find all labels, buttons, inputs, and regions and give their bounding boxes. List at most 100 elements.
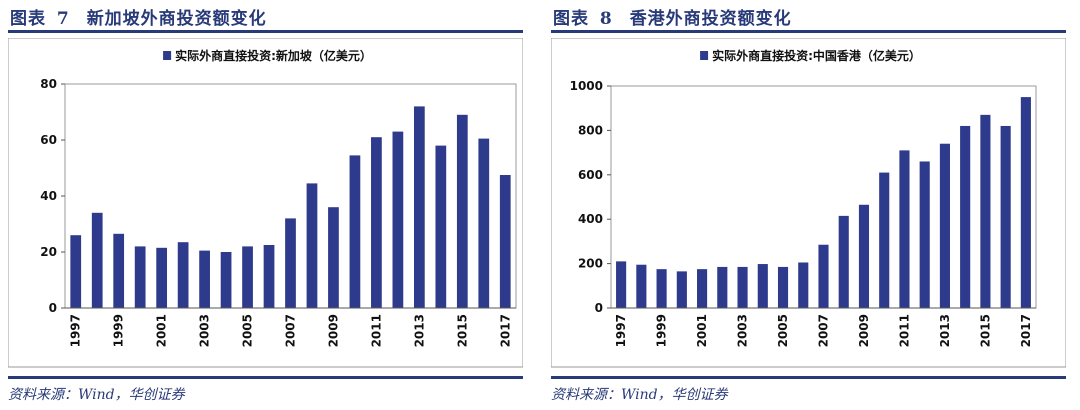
x-tick-label: 1997 bbox=[69, 314, 83, 347]
x-tick-label: 2011 bbox=[369, 314, 383, 347]
figure-number: 8 bbox=[599, 9, 613, 29]
bar bbox=[656, 269, 667, 308]
bar bbox=[980, 114, 991, 308]
x-tick-label: 2001 bbox=[695, 314, 709, 347]
bar bbox=[777, 266, 789, 308]
y-tick-label: 600 bbox=[578, 168, 603, 182]
bar bbox=[91, 212, 103, 308]
x-tick-label: 1999 bbox=[655, 314, 669, 347]
bar bbox=[899, 150, 910, 308]
x-tick-label: 2017 bbox=[1019, 314, 1033, 347]
bar bbox=[636, 264, 647, 308]
bar bbox=[499, 175, 511, 308]
y-tick-label: 60 bbox=[40, 133, 57, 147]
bar bbox=[413, 106, 425, 309]
bar bbox=[939, 143, 950, 308]
chart-frame bbox=[551, 38, 1066, 368]
x-tick-label: 2015 bbox=[978, 314, 992, 347]
source-note: 资料来源：Wind，华创证券 bbox=[8, 387, 185, 403]
legend-label: 实际外商直接投资:中国香港（亿美元） bbox=[712, 48, 921, 63]
x-tick-label: 1997 bbox=[614, 314, 628, 347]
figure-title: 图表 8 香港外商投资额变化 bbox=[553, 4, 792, 29]
y-tick-label: 80 bbox=[40, 77, 57, 91]
bar bbox=[757, 264, 768, 308]
figure-label: 图表 bbox=[10, 9, 46, 29]
x-tick-label: 2017 bbox=[498, 314, 512, 347]
legend-label: 实际外商直接投资:新加坡（亿美元） bbox=[175, 48, 372, 63]
bar bbox=[737, 266, 748, 308]
top-rule bbox=[551, 30, 1066, 33]
bottom-rule bbox=[8, 376, 523, 379]
x-tick-label: 2007 bbox=[284, 314, 298, 347]
x-tick-label: 2001 bbox=[155, 314, 169, 347]
figure-number: 7 bbox=[56, 9, 70, 29]
chart-hongkong-fdi: 实际外商直接投资:中国香港（亿美元） 0 200 400 600 800 1000 1997 1… bbox=[551, 38, 1066, 368]
x-tick-label: 2003 bbox=[198, 314, 212, 347]
bar bbox=[1000, 125, 1011, 309]
source-note: 资料来源：Wind，华创证券 bbox=[551, 387, 728, 403]
x-tick-label: 2009 bbox=[326, 314, 340, 347]
figure-title: 图表 7 新加坡外商投资额变化 bbox=[10, 4, 267, 29]
legend-swatch bbox=[163, 51, 172, 60]
bar bbox=[70, 235, 82, 308]
bar bbox=[392, 131, 404, 308]
bar bbox=[220, 252, 232, 308]
y-tick-label: 40 bbox=[40, 189, 57, 203]
bar bbox=[717, 266, 728, 308]
bar bbox=[177, 242, 189, 308]
bar bbox=[858, 204, 870, 308]
bar bbox=[838, 215, 849, 308]
bar bbox=[818, 244, 829, 308]
figure-8: 图表 8 香港外商投资额变化 实际外商直接投资:中国香港（亿美元） 0 200 400… bbox=[551, 0, 1071, 410]
legend: 实际外商直接投资:新加坡（亿美元） bbox=[163, 48, 372, 63]
y-tick-label: 400 bbox=[578, 212, 603, 226]
bar bbox=[697, 269, 708, 308]
bar bbox=[879, 172, 890, 308]
y-tick-label: 20 bbox=[40, 245, 57, 259]
bar bbox=[134, 246, 146, 308]
bar bbox=[156, 247, 168, 308]
x-tick-label: 2011 bbox=[897, 314, 911, 347]
chart-singapore-fdi: 实际外商直接投资:新加坡（亿美元） 0 20 40 60 80 1997 1999 2001 20… bbox=[8, 38, 523, 368]
figure-label: 图表 bbox=[553, 9, 589, 29]
x-tick-label: 2005 bbox=[241, 314, 255, 347]
figure-title-text: 香港外商投资额变化 bbox=[629, 9, 792, 29]
y-tick-label: 0 bbox=[595, 301, 603, 315]
figure-7: 图表 7 新加坡外商投资额变化 实际外商直接投资:新加坡（亿美元） 0 20 40 60… bbox=[8, 0, 528, 410]
x-tick-label: 2013 bbox=[412, 314, 426, 347]
legend-swatch bbox=[700, 51, 709, 60]
x-tick-label: 2007 bbox=[817, 314, 831, 347]
bar bbox=[306, 183, 318, 308]
x-tick-label: 2005 bbox=[776, 314, 790, 347]
bar bbox=[328, 207, 339, 308]
bar bbox=[263, 245, 275, 308]
y-tick-label: 800 bbox=[578, 123, 603, 137]
bar bbox=[435, 145, 447, 308]
figure-title-text: 新加坡外商投资额变化 bbox=[86, 9, 267, 29]
x-tick-label: 1999 bbox=[112, 314, 126, 347]
bottom-rule bbox=[551, 376, 1066, 379]
x-tick-label: 2015 bbox=[455, 314, 469, 347]
y-tick-label: 0 bbox=[49, 301, 57, 315]
bar bbox=[616, 261, 627, 308]
legend: 实际外商直接投资:中国香港（亿美元） bbox=[700, 48, 921, 63]
y-tick-label: 1000 bbox=[570, 79, 603, 93]
bar bbox=[371, 137, 382, 308]
bar bbox=[1020, 97, 1031, 308]
bar bbox=[242, 246, 253, 308]
bar bbox=[960, 125, 971, 309]
bar bbox=[113, 233, 125, 308]
bar bbox=[676, 271, 687, 308]
bar bbox=[478, 138, 490, 308]
bar bbox=[349, 155, 361, 308]
x-tick-label: 2003 bbox=[736, 314, 750, 347]
bar bbox=[919, 161, 930, 308]
bar bbox=[456, 114, 468, 308]
bar bbox=[285, 218, 296, 308]
y-tick-label: 200 bbox=[578, 257, 603, 271]
top-rule bbox=[8, 30, 523, 33]
x-tick-label: 2013 bbox=[938, 314, 952, 347]
bar bbox=[798, 262, 809, 308]
x-tick-label: 2009 bbox=[857, 314, 871, 347]
bar bbox=[199, 250, 210, 308]
